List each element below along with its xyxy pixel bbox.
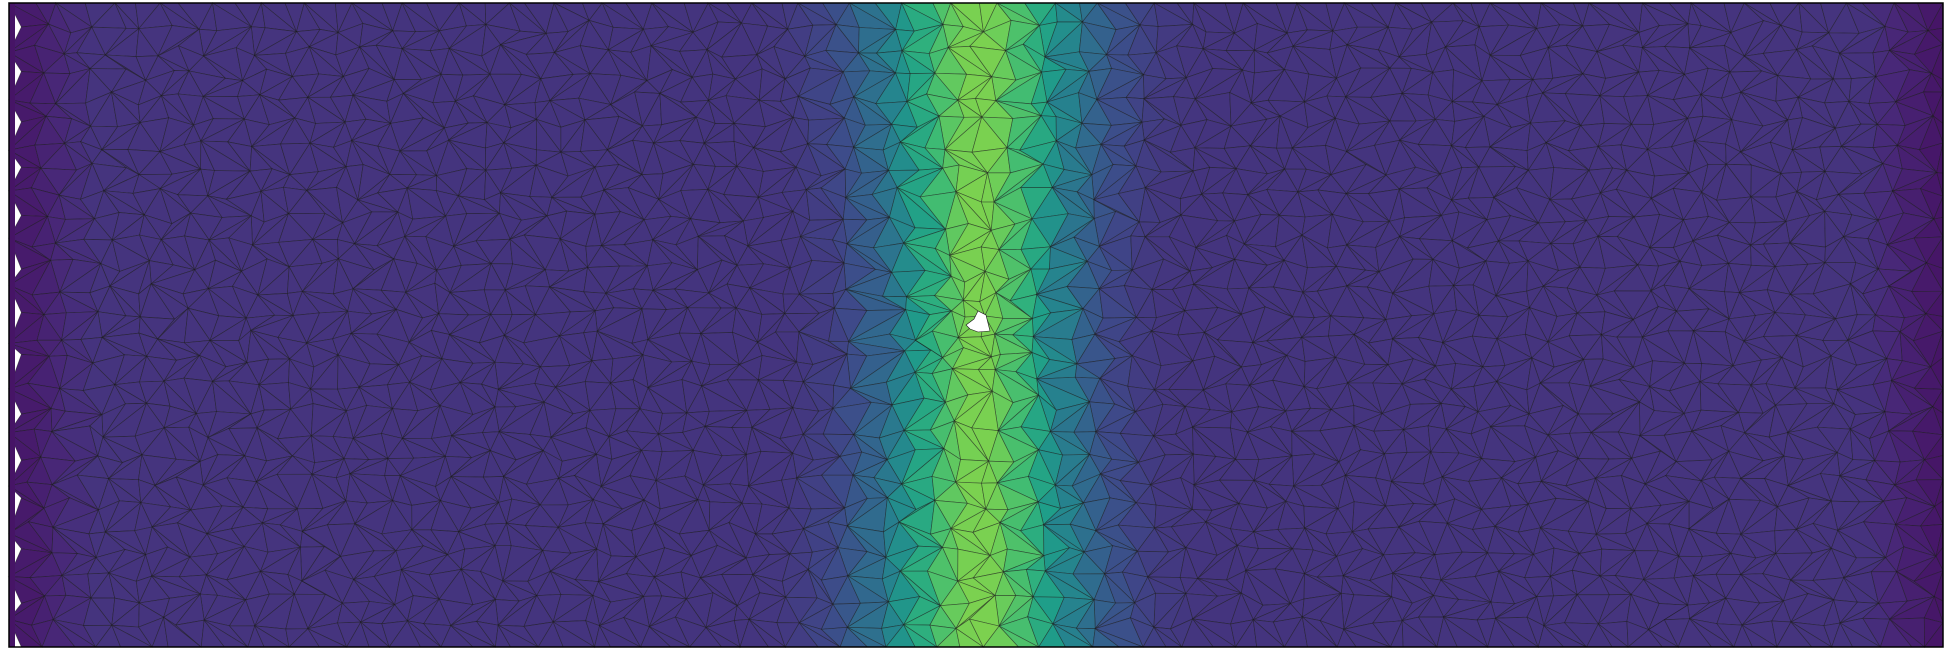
mesh-edge-left <box>9 3 15 647</box>
mesh-elements <box>7 1 1944 649</box>
